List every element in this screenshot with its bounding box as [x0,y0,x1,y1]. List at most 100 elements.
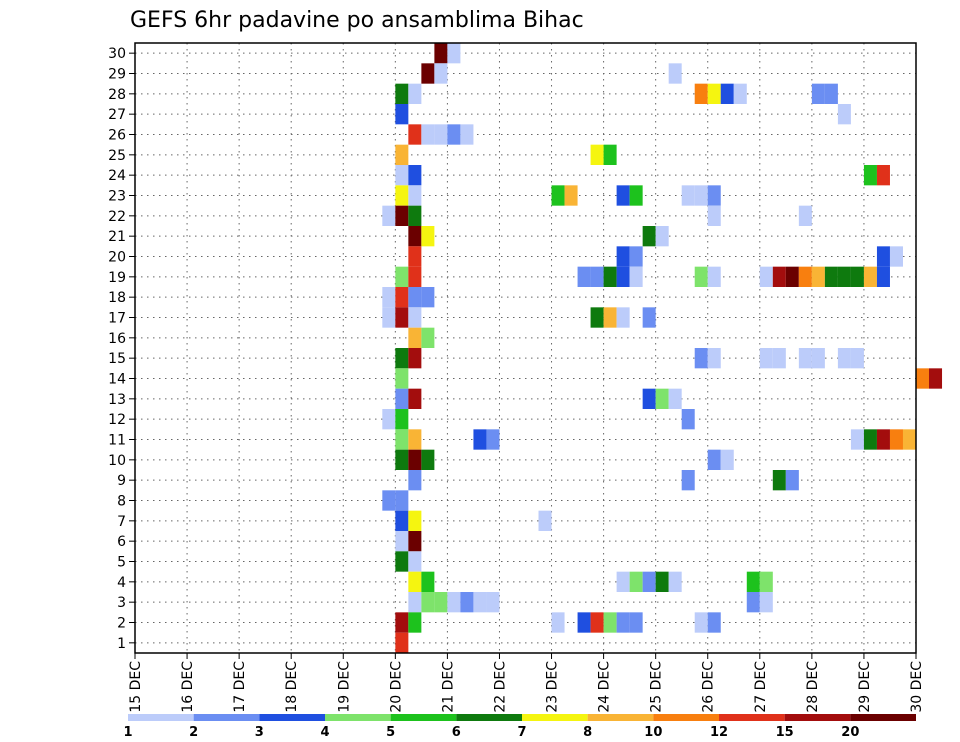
heatmap-cell [577,612,591,633]
heatmap-cell [850,348,864,369]
legend-swatch [259,714,325,721]
heatmap-cell [408,165,422,186]
legend-swatch [653,714,719,721]
heatmap-cell [902,429,916,450]
heatmap-cell [408,429,422,450]
heatmap-cell [707,185,721,206]
heatmap-cell [655,226,669,247]
heatmap-cell [889,246,903,267]
heatmap-cell [759,266,773,287]
x-tick-label: 24 DEC [597,661,613,713]
heatmap-cell [629,185,643,206]
heatmap-cell [408,327,422,348]
heatmap-cell [798,266,812,287]
heatmap-cell [694,612,708,633]
heatmap-cell [629,612,643,633]
y-tick-label: 9 [117,473,126,489]
heatmap-cell [603,144,617,165]
heatmap-cell [551,612,565,633]
y-tick-label: 27 [108,107,126,123]
heatmap-cell [590,144,604,165]
heatmap-cell [538,510,552,531]
heatmap-cell [668,571,682,592]
heatmap-cell [395,104,409,125]
heatmap-cell [668,63,682,84]
heatmap-cell [382,205,396,226]
heatmap-cell [395,429,409,450]
heatmap-cell [876,165,890,186]
heatmap-cell [447,124,461,145]
legend-label: 4 [320,725,329,740]
heatmap-cell [460,592,474,613]
heatmap-cell [694,266,708,287]
y-tick-label: 22 [108,209,126,225]
y-tick-label: 23 [108,189,126,205]
heatmap-cell [590,307,604,328]
heatmap-cell [382,307,396,328]
heatmap-cell [668,388,682,409]
heatmap-cell [863,266,877,287]
legend-label: 12 [710,725,728,740]
heatmap-cell [408,266,422,287]
heatmap-cell [603,612,617,633]
x-tick-label: 17 DEC [232,661,248,713]
x-tick-label: 29 DEC [857,661,873,713]
heatmap-cell [746,592,760,613]
legend-swatch [325,714,391,721]
heatmap-cell [798,348,812,369]
heatmap-cell [395,165,409,186]
heatmap-cell [395,632,409,653]
legend-swatch [128,714,194,721]
heatmap-cell [434,43,448,64]
legend-label: 3 [255,725,264,740]
heatmap-cell [395,531,409,552]
heatmap-cell [876,429,890,450]
heatmap-cell [876,246,890,267]
heatmap-cell [811,83,825,104]
heatmap-cells [382,43,943,653]
x-tick-label: 15 DEC [128,661,144,713]
heatmap-cell [824,266,838,287]
legend-label: 2 [189,725,198,740]
heatmap-cell [395,510,409,531]
heatmap-cell [395,490,409,511]
y-tick-label: 3 [117,595,126,611]
heatmap-cell [447,43,461,64]
heatmap-cell [486,429,500,450]
heatmap-cell [551,185,565,206]
heatmap-cell [408,531,422,552]
heatmap-cell [408,612,422,633]
y-tick-label: 30 [108,46,126,62]
y-tick-label: 24 [108,168,126,184]
heatmap-cell [642,571,656,592]
heatmap-cell [707,205,721,226]
heatmap-cell [616,266,630,287]
color-legend: 1 2 3 4 5 6 7 8 10 12 15 20 [123,714,916,740]
heatmap-cell [395,307,409,328]
chart-title: GEFS 6hr padavine po ansamblima Bihac [130,8,584,33]
heatmap-cell [785,470,799,491]
y-tick-label: 10 [108,453,126,469]
legend-label: 5 [386,725,395,740]
heatmap-cell [473,592,487,613]
y-tick-label: 28 [108,87,126,103]
heatmap-cell [642,307,656,328]
heatmap-cell [916,368,930,389]
heatmap-cell [408,307,422,328]
heatmap-cell [473,429,487,450]
grid [134,43,917,653]
heatmap-cell [421,449,435,470]
heatmap-cell [395,185,409,206]
heatmap-cell [408,388,422,409]
heatmap-cell [408,470,422,491]
heatmap-cell [408,83,422,104]
heatmap-cell [395,83,409,104]
heatmap-cell [408,185,422,206]
y-tick-label: 18 [108,290,126,306]
y-tick-label: 6 [117,534,126,550]
y-tick-label: 8 [117,494,126,510]
y-tick-label: 17 [108,311,126,327]
heatmap-cell [785,266,799,287]
legend-swatch [193,714,260,721]
